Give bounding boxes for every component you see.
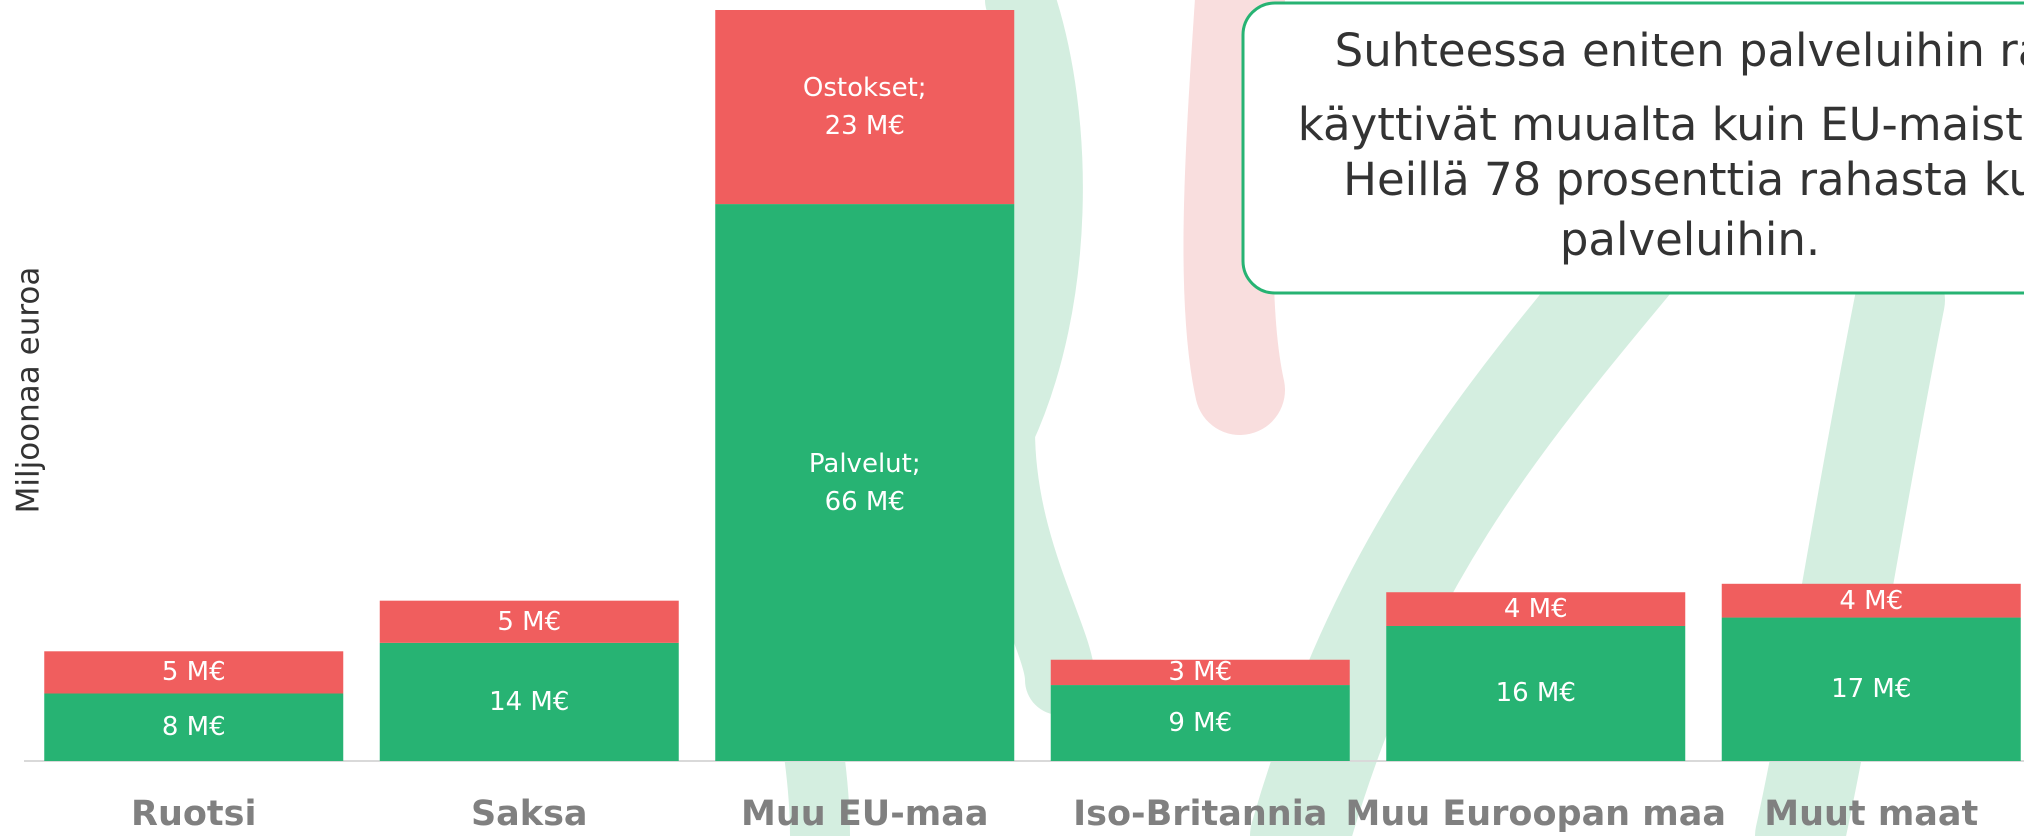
x-tick-label: Saksa xyxy=(471,794,588,834)
value-label: Ostokset; 23 M€ xyxy=(802,73,927,142)
annotation-text: Suhteessa eniten palveluihin ra xyxy=(1335,24,2024,77)
annotation-text: palveluihin. xyxy=(1560,213,1820,266)
x-tick-label: Muu EU-maa xyxy=(741,794,988,834)
bar-segment xyxy=(715,204,1015,761)
x-tick-label: Muut maat xyxy=(1764,794,1978,834)
bar-segment xyxy=(379,600,679,643)
value-label: 16 M€ xyxy=(1495,678,1576,709)
bar-segment xyxy=(1386,625,1686,761)
value-label: 5 M€ xyxy=(161,657,226,688)
value-label: 4 M€ xyxy=(1503,594,1568,625)
value-label: 3 M€ xyxy=(1168,657,1233,688)
bar-segment xyxy=(44,693,344,761)
bar-segment xyxy=(1386,592,1686,626)
bar-segment xyxy=(1721,617,2021,761)
x-tick-label: Iso-Britannia xyxy=(1073,794,1327,834)
annotation-box xyxy=(1241,1,2024,295)
bar-segment xyxy=(379,642,679,761)
annotation-text: Heillä 78 prosenttia rahasta ku xyxy=(1343,153,2024,206)
bar-segment xyxy=(1721,583,2021,618)
x-tick-label: Muu Euroopan maa xyxy=(1345,794,1726,834)
value-label: 4 M€ xyxy=(1839,585,1904,616)
bar-segment xyxy=(44,651,344,694)
value-label: 5 M€ xyxy=(497,606,562,637)
bar-segment xyxy=(1050,685,1350,761)
value-label: 8 M€ xyxy=(161,712,226,743)
value-label: 14 M€ xyxy=(489,686,570,717)
x-tick-label: Ruotsi xyxy=(131,794,256,834)
bar-segment xyxy=(715,10,1015,205)
value-label: Palvelut; 66 M€ xyxy=(808,448,921,517)
annotation-text: käyttivät muualta kuin EU-maista t xyxy=(1298,98,2024,151)
bar-segment xyxy=(1050,659,1350,686)
y-axis-label: Miljoonaa euroa xyxy=(11,267,47,514)
value-label: 9 M€ xyxy=(1168,708,1233,739)
value-label: 17 M€ xyxy=(1831,674,1912,705)
